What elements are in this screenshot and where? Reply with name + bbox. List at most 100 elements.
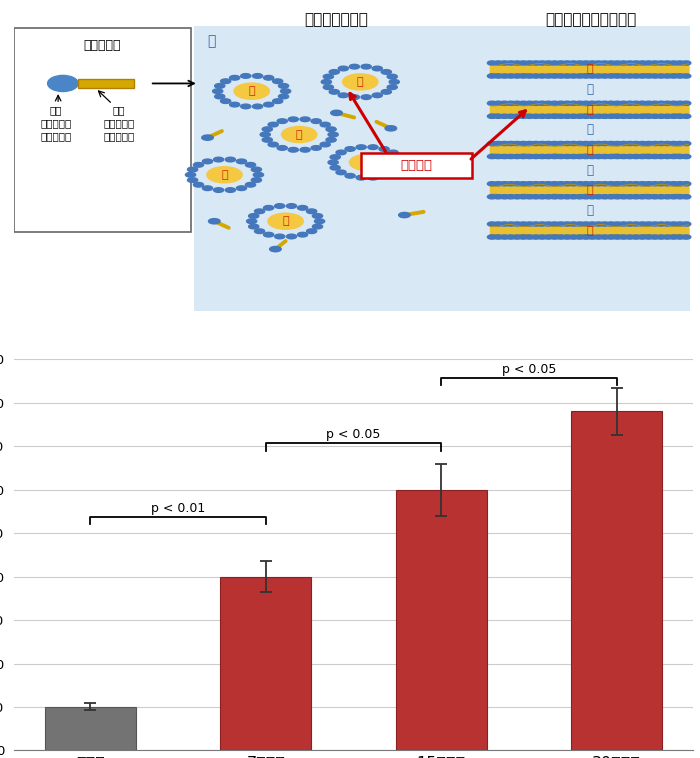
Circle shape [663,61,672,65]
Circle shape [575,61,584,65]
Circle shape [594,142,603,146]
Circle shape [277,146,287,150]
Circle shape [307,209,316,214]
Circle shape [525,142,534,146]
Circle shape [587,155,597,158]
Circle shape [663,222,672,226]
Circle shape [556,182,566,186]
Circle shape [506,155,515,158]
Text: 脂質成分: 脂質成分 [400,159,433,172]
Circle shape [682,61,691,65]
Circle shape [519,101,528,105]
Circle shape [594,222,603,226]
Circle shape [531,195,540,199]
Circle shape [619,222,628,226]
Circle shape [663,142,672,146]
Circle shape [650,155,659,158]
Circle shape [676,235,685,239]
Text: 界面活性剤: 界面活性剤 [83,39,121,52]
Circle shape [320,122,330,127]
Circle shape [262,127,272,132]
Circle shape [255,229,265,233]
Circle shape [682,195,691,199]
Text: 油: 油 [296,130,302,139]
Circle shape [669,74,678,78]
Circle shape [382,89,391,94]
Circle shape [619,182,628,186]
Text: 油: 油 [357,77,363,87]
Circle shape [631,142,640,146]
Circle shape [644,235,653,239]
Text: p < 0.05: p < 0.05 [326,428,381,441]
Circle shape [631,101,640,105]
Circle shape [563,61,572,65]
Circle shape [587,142,597,146]
Circle shape [638,195,647,199]
Circle shape [638,235,647,239]
Circle shape [582,222,591,226]
Circle shape [500,101,509,105]
Circle shape [538,101,547,105]
Circle shape [556,222,566,226]
Circle shape [569,182,578,186]
Circle shape [512,235,522,239]
Circle shape [575,74,584,78]
Circle shape [556,195,566,199]
Circle shape [550,222,559,226]
Circle shape [519,74,528,78]
Circle shape [563,235,572,239]
Circle shape [246,162,256,168]
Circle shape [644,182,653,186]
Circle shape [600,235,610,239]
Circle shape [606,61,616,65]
Circle shape [396,160,406,164]
Circle shape [587,74,597,78]
Circle shape [349,95,360,99]
Circle shape [387,74,398,79]
Circle shape [569,222,578,226]
Circle shape [638,101,647,105]
Circle shape [631,182,640,186]
Circle shape [657,222,666,226]
Circle shape [569,74,578,78]
Circle shape [563,195,572,199]
Circle shape [213,89,223,93]
Circle shape [563,182,572,186]
Circle shape [631,195,640,199]
Bar [45,707,136,750]
Circle shape [330,165,340,170]
Circle shape [631,61,640,65]
Circle shape [682,114,691,118]
Circle shape [638,114,647,118]
Circle shape [487,235,496,239]
Circle shape [538,74,547,78]
Circle shape [582,195,591,199]
Circle shape [525,114,534,118]
Circle shape [569,101,578,105]
Circle shape [286,234,297,239]
Circle shape [619,114,628,118]
Circle shape [288,148,298,152]
Circle shape [220,79,231,83]
Circle shape [368,175,378,180]
Circle shape [594,74,603,78]
Circle shape [556,235,566,239]
Circle shape [519,222,528,226]
Circle shape [500,155,509,158]
Circle shape [500,182,509,186]
Circle shape [281,89,290,93]
Circle shape [612,195,622,199]
Circle shape [600,155,610,158]
Circle shape [323,74,333,79]
Circle shape [575,182,584,186]
Circle shape [669,61,678,65]
Circle shape [676,182,685,186]
Circle shape [356,145,366,149]
Circle shape [328,132,338,137]
Circle shape [506,182,515,186]
Circle shape [487,74,496,78]
Circle shape [631,235,640,239]
Circle shape [525,195,534,199]
Circle shape [506,101,515,105]
Circle shape [500,195,509,199]
